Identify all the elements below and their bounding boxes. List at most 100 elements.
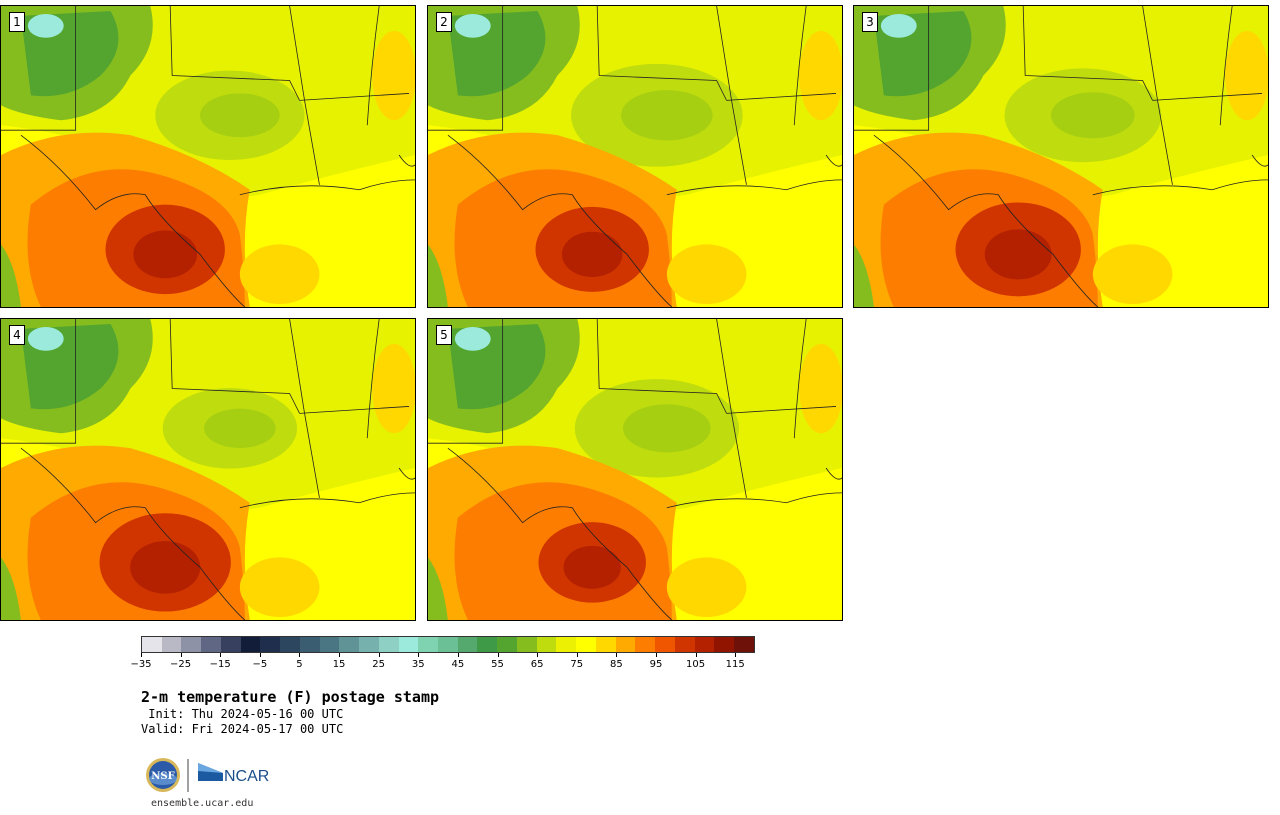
colorbar-tick-label: −25 xyxy=(170,659,192,670)
boundary-line xyxy=(726,93,837,101)
colorbar-tick-label: 75 xyxy=(570,659,584,670)
colorbar-swatch xyxy=(398,637,419,652)
ensemble-member-map-5: 5 xyxy=(427,318,843,621)
temperature-field xyxy=(239,244,320,305)
boundary-line xyxy=(299,93,410,101)
colorbar-tick xyxy=(220,653,222,657)
colorbar-swatch xyxy=(319,637,340,652)
panel-number: 5 xyxy=(436,325,452,345)
boundary-line xyxy=(1,319,77,444)
boundary-line xyxy=(793,319,807,439)
colorbar-tick xyxy=(141,653,142,657)
boundary-line xyxy=(716,319,747,498)
temperature-field xyxy=(621,90,713,141)
init-time: Init: Thu 2024-05-16 00 UTC xyxy=(141,707,344,721)
boundary-line xyxy=(366,6,380,126)
boundary-line xyxy=(1219,6,1233,126)
colorbar-tick xyxy=(576,653,578,657)
colorbar-tick xyxy=(497,653,499,657)
temperature-field xyxy=(130,541,201,594)
temperature-field xyxy=(799,30,842,121)
temperature-field xyxy=(239,557,320,618)
valid-time: Valid: Fri 2024-05-17 00 UTC xyxy=(141,722,344,736)
colorbar-swatch xyxy=(161,637,182,652)
boundary-line xyxy=(873,134,1099,307)
colorbar-tick-label: 35 xyxy=(411,659,425,670)
panel-number: 3 xyxy=(862,12,878,32)
colorbar-swatch xyxy=(615,637,636,652)
colorbar-swatch xyxy=(674,637,695,652)
temperature-field xyxy=(133,230,198,279)
colorbar-swatch xyxy=(359,637,379,652)
boundary-line xyxy=(854,6,930,131)
temperature-field xyxy=(1051,92,1135,139)
colorbar-tick-label: −15 xyxy=(209,659,231,670)
boundary-line xyxy=(1142,6,1173,185)
temperature-field xyxy=(880,13,917,38)
ensemble-member-map-4: 4 xyxy=(0,318,416,621)
boundary-line xyxy=(169,319,300,414)
colorbar-swatch xyxy=(516,637,537,652)
boundary-line xyxy=(447,134,673,307)
colorbar-swatch xyxy=(595,637,616,652)
boundary-line xyxy=(239,179,415,196)
boundary-line xyxy=(299,406,410,414)
boundary-line xyxy=(447,447,673,620)
colorbar-tick-label: 105 xyxy=(686,659,706,670)
colorbar-swatch xyxy=(181,637,202,652)
boundary-line xyxy=(666,179,842,196)
boundary-line xyxy=(1152,93,1263,101)
temperature-field xyxy=(1225,30,1268,121)
ensemble-member-map-2: 2 xyxy=(427,5,843,308)
colorbar-tick xyxy=(655,653,657,657)
colorbar-swatch xyxy=(339,637,360,652)
colorbar-swatch xyxy=(438,637,458,652)
colorbar-tick xyxy=(418,653,420,657)
temperature-field xyxy=(561,231,623,277)
colorbar-swatch xyxy=(260,637,281,652)
boundary-line xyxy=(1251,154,1268,167)
colorbar-tick xyxy=(299,653,301,657)
boundary-line xyxy=(289,6,320,185)
colorbar-swatch xyxy=(418,637,439,652)
colorbar-swatch xyxy=(477,637,498,652)
colorbar-tick xyxy=(378,653,380,657)
panel-number: 2 xyxy=(436,12,452,32)
colorbar-tick-label: 95 xyxy=(649,659,663,670)
boundary-line xyxy=(366,319,380,439)
boundary-line xyxy=(20,447,246,620)
temperature-field xyxy=(799,343,842,434)
colorbar-tick-label: 115 xyxy=(725,659,745,670)
colorbar-swatch xyxy=(556,637,577,652)
colorbar-tick xyxy=(457,653,459,657)
boundary-line xyxy=(793,6,807,126)
colorbar-tick xyxy=(695,653,697,657)
temperature-field xyxy=(1,244,21,307)
footer-url: ensemble.ucar.edu xyxy=(151,798,254,809)
colorbar-tick xyxy=(537,653,539,657)
boundary-line xyxy=(428,6,504,131)
colorbar-swatch xyxy=(694,637,715,652)
temperature-field xyxy=(563,545,621,589)
panel-number: 1 xyxy=(9,12,25,32)
temperature-field xyxy=(428,244,448,307)
temperature-field xyxy=(666,557,747,618)
ensemble-member-map-3: 3 xyxy=(853,5,1269,308)
temperature-field xyxy=(1092,244,1173,305)
boundary-line xyxy=(398,154,415,167)
colorbar-swatch xyxy=(201,637,221,652)
colorbar-swatch xyxy=(457,637,478,652)
boundary-line xyxy=(398,467,415,480)
temperature-field xyxy=(372,30,415,121)
boundary-line xyxy=(1,6,77,131)
colorbar-tick-label: 55 xyxy=(491,659,504,670)
temperature-field xyxy=(454,326,491,351)
colorbar-swatch xyxy=(142,637,162,652)
boundary-line xyxy=(20,134,246,307)
colorbar-swatch xyxy=(714,637,735,652)
boundary-line xyxy=(596,319,727,414)
nsf-ncar-logo: NSF NCAR xyxy=(146,758,269,792)
colorbar-swatch xyxy=(576,637,596,652)
temperature-field xyxy=(200,93,280,138)
colorbar-swatch xyxy=(635,637,656,652)
